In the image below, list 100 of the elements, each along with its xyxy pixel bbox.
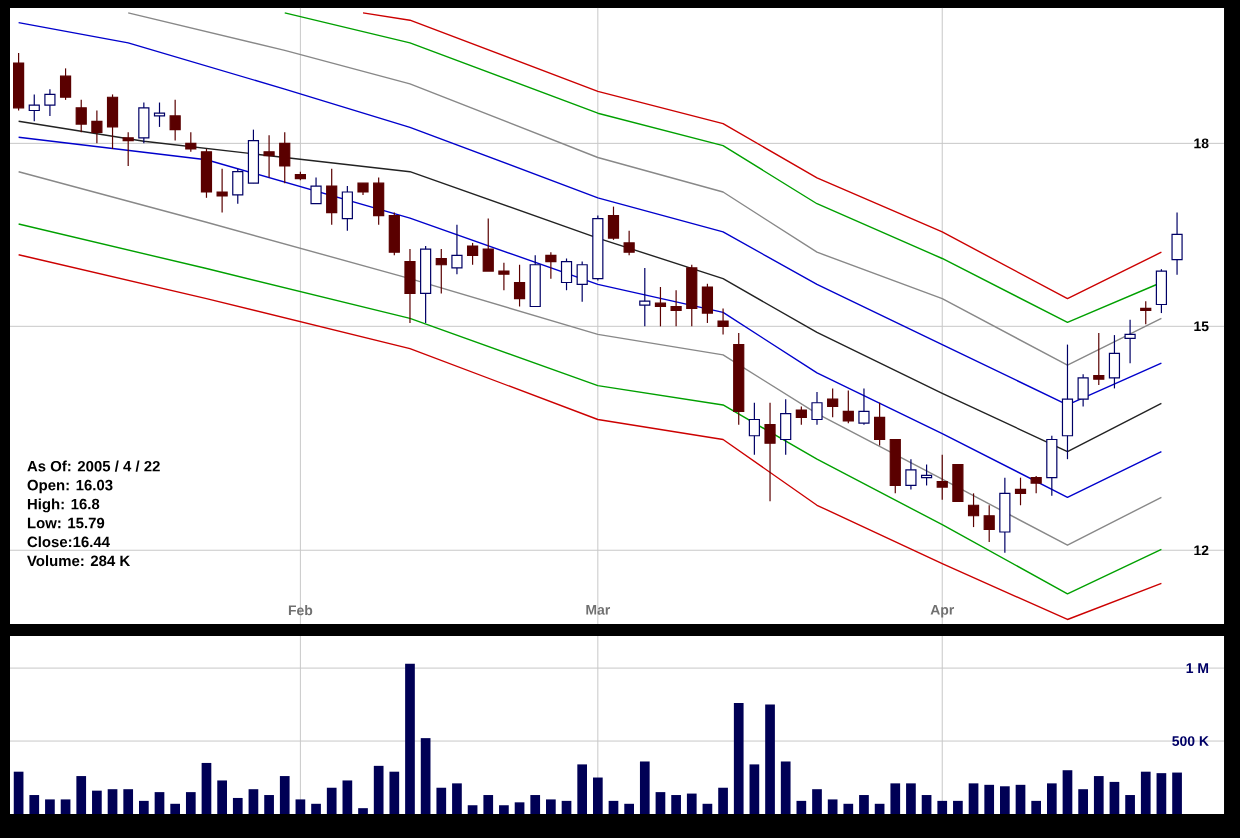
bar — [702, 803, 713, 814]
candlestick — [28, 93, 40, 122]
candlestick — [905, 458, 917, 491]
bar — [138, 800, 149, 814]
candlestick — [91, 109, 103, 144]
bar — [29, 795, 40, 814]
candlestick — [1171, 212, 1183, 276]
bar — [264, 795, 274, 814]
bar — [937, 800, 948, 814]
candlestick — [529, 254, 541, 308]
candlestick — [263, 134, 275, 179]
bar — [232, 797, 243, 814]
candlestick — [420, 245, 432, 324]
bar — [780, 761, 791, 814]
candlestick — [106, 93, 119, 150]
bar — [561, 800, 572, 814]
bar — [185, 792, 196, 814]
candlestick — [388, 212, 400, 256]
bar — [1062, 770, 1073, 814]
bar — [170, 803, 181, 814]
candlestick — [889, 438, 901, 494]
line-series — [17, 136, 1163, 498]
candlestick — [858, 387, 870, 426]
bar — [201, 762, 212, 814]
bar — [123, 789, 134, 814]
bar — [217, 780, 227, 814]
candlestick — [764, 402, 776, 502]
bar — [92, 790, 102, 814]
candlestick — [279, 131, 291, 184]
candlestick — [952, 463, 964, 502]
candlestick — [576, 260, 588, 303]
candlestick — [654, 286, 667, 327]
bar — [812, 789, 822, 814]
bar — [953, 800, 963, 814]
candlestick — [670, 289, 682, 327]
bar — [1172, 772, 1182, 814]
candlestick — [513, 264, 526, 308]
candlestick — [169, 99, 181, 142]
bar — [13, 771, 24, 814]
candlestick — [138, 101, 150, 144]
candlestick — [1077, 373, 1089, 407]
bar — [1000, 786, 1010, 814]
bar — [1078, 789, 1088, 814]
bar — [843, 803, 854, 814]
candlestick — [967, 492, 980, 528]
bar — [827, 799, 838, 814]
candlestick — [874, 402, 886, 447]
bar — [718, 787, 728, 814]
candlestick — [498, 262, 510, 291]
bar — [295, 799, 306, 814]
candlestick — [827, 387, 839, 418]
bar — [1093, 776, 1104, 814]
line-series — [127, 12, 1163, 366]
candlestick — [1061, 343, 1074, 460]
candlestick — [404, 248, 416, 324]
bar — [311, 803, 321, 814]
candlestick — [326, 168, 338, 226]
bar — [1015, 784, 1026, 814]
bar — [1031, 800, 1042, 814]
bar — [890, 783, 901, 814]
bar — [639, 761, 650, 814]
bar — [389, 771, 400, 814]
candlestick — [607, 206, 620, 241]
candlestick — [1140, 300, 1152, 325]
bar — [968, 783, 979, 814]
candlestick — [247, 129, 260, 184]
candlestick — [1155, 268, 1168, 314]
bar — [530, 795, 541, 814]
bar — [655, 792, 666, 814]
bar — [671, 795, 681, 814]
candlestick — [341, 185, 353, 232]
bar — [906, 783, 916, 814]
candlestick — [232, 168, 244, 205]
candlestick — [216, 168, 228, 214]
bar — [1125, 795, 1135, 814]
bar — [686, 793, 697, 814]
candlestick — [842, 389, 854, 424]
candlestick — [482, 217, 494, 272]
bar — [733, 703, 744, 814]
bar — [405, 663, 415, 814]
bar — [436, 787, 447, 814]
bar — [1140, 771, 1151, 814]
bar — [921, 795, 932, 814]
candlestick — [75, 99, 87, 133]
candlestick — [122, 131, 134, 167]
bar — [467, 805, 478, 814]
bar — [874, 803, 885, 814]
bar — [859, 795, 869, 814]
candlestick — [1093, 332, 1105, 386]
candlestick — [44, 88, 56, 117]
line-series — [362, 12, 1163, 300]
bar — [499, 805, 509, 814]
candlestick — [936, 454, 948, 501]
candlestick — [373, 176, 385, 226]
candlestick — [153, 101, 166, 128]
bar — [608, 800, 619, 814]
candlestick — [748, 402, 760, 456]
candlestick — [717, 307, 729, 335]
candlestick — [560, 257, 573, 291]
bar — [76, 776, 87, 814]
